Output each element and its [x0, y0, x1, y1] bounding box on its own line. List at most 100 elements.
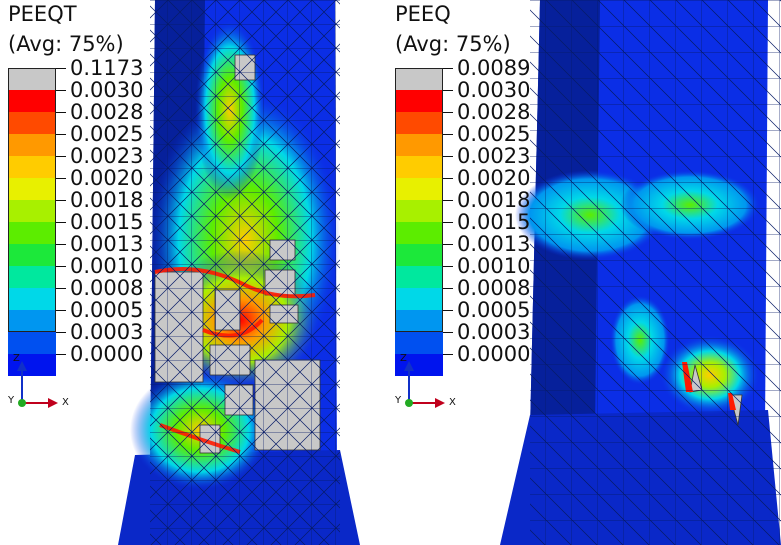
legend-swatch	[8, 90, 56, 112]
legend-tick	[443, 68, 453, 69]
axis-triad-arrows	[17, 361, 58, 408]
legend-swatch	[395, 222, 443, 244]
legend-swatch	[8, 68, 56, 90]
legend-swatch	[395, 200, 443, 222]
legend-tick	[56, 332, 66, 333]
legend-swatch	[395, 332, 443, 354]
legend-swatch	[8, 178, 56, 200]
legend-tick	[443, 134, 453, 135]
legend-tick	[56, 90, 66, 91]
legend-value: 0.0008	[457, 276, 531, 300]
legend-value: 0.0028	[70, 100, 144, 124]
legend-swatch	[8, 156, 56, 178]
axis-y-label: Y	[395, 395, 402, 406]
legend-tick	[443, 178, 453, 179]
legend-value: 0.0003	[70, 320, 144, 344]
legend-tick	[443, 222, 453, 223]
peeqt-mesh-plot	[118, 0, 360, 545]
legend-tick	[56, 200, 66, 201]
legend-value: 0.0010	[70, 254, 144, 278]
legend-tick	[443, 288, 453, 289]
legend-value: 0.0003	[457, 320, 531, 344]
legend-tick	[56, 288, 66, 289]
legend-tick	[56, 354, 66, 355]
axis-triad: Z Y X	[395, 353, 465, 415]
legend-tick	[56, 178, 66, 179]
legend-tick	[443, 112, 453, 113]
legend-swatch	[8, 266, 56, 288]
axis-z-label: Z	[400, 353, 407, 364]
axis-triad-arrows	[404, 361, 445, 408]
peeqt-panel: PEEQT (Avg: 75%) 0.1173 0.0030 0.0028 0.002…	[0, 0, 390, 545]
legend-tick	[443, 266, 453, 267]
legend-swatch	[395, 156, 443, 178]
legend-value: 0.0000	[70, 342, 144, 366]
legend-value: 0.0013	[457, 232, 531, 256]
peeq-mesh-plot	[500, 0, 781, 545]
legend-value: 0.0010	[457, 254, 531, 278]
peeq-panel: PEEQ (Avg: 75%) 0.0089 0.0030 0.0028 0.0025…	[390, 0, 781, 545]
legend-tick	[443, 310, 453, 311]
legend-variable-name: PEEQ	[395, 2, 451, 26]
legend-variable-name: PEEQT	[8, 2, 77, 26]
legend-swatch	[8, 288, 56, 310]
legend-swatch	[395, 288, 443, 310]
axis-z-label: Z	[13, 353, 20, 364]
legend-swatch	[395, 310, 443, 332]
legend-value: 0.0025	[457, 122, 531, 146]
legend-swatch	[395, 244, 443, 266]
legend-value: 0.0005	[457, 298, 531, 322]
axis-x-label: X	[62, 397, 69, 408]
legend-value: 0.0028	[457, 100, 531, 124]
legend-swatch	[8, 244, 56, 266]
legend-value: 0.0030	[457, 78, 531, 102]
legend-swatch	[8, 222, 56, 244]
legend-swatch	[8, 310, 56, 332]
axis-y-label: Y	[8, 395, 15, 406]
legend-value: 0.0000	[457, 342, 531, 366]
legend-swatch	[8, 112, 56, 134]
legend-value: 0.0018	[457, 188, 531, 212]
legend-value: 0.0020	[70, 166, 144, 190]
legend-tick	[56, 244, 66, 245]
legend-tick	[56, 112, 66, 113]
legend-value: 0.0020	[457, 166, 531, 190]
legend-swatch	[395, 266, 443, 288]
legend-tick	[56, 222, 66, 223]
axis-x-label: X	[449, 397, 456, 408]
peeq-legend: PEEQ (Avg: 75%) 0.0089 0.0030 0.0028 0.0025…	[395, 0, 545, 376]
legend-tick	[56, 310, 66, 311]
legend-tick	[56, 266, 66, 267]
legend-value: 0.1173	[70, 56, 144, 80]
legend-averaging: (Avg: 75%)	[8, 32, 124, 56]
legend-value: 0.0015	[70, 210, 144, 234]
legend-value: 0.0015	[457, 210, 531, 234]
axis-triad: Z Y X	[8, 353, 78, 415]
legend-tick	[56, 68, 66, 69]
legend-tick	[443, 332, 453, 333]
legend-tick	[56, 134, 66, 135]
legend-averaging: (Avg: 75%)	[395, 32, 511, 56]
peeqt-legend: PEEQT (Avg: 75%) 0.1173 0.0030 0.0028 0.002…	[8, 0, 158, 376]
legend-tick	[443, 354, 453, 355]
legend-swatch	[8, 134, 56, 156]
legend-tick	[443, 200, 453, 201]
legend-value: 0.0008	[70, 276, 144, 300]
legend-tick	[443, 156, 453, 157]
legend-swatch	[395, 112, 443, 134]
legend-value: 0.0030	[70, 78, 144, 102]
legend-tick	[56, 156, 66, 157]
legend-value: 0.0005	[70, 298, 144, 322]
legend-swatch	[395, 90, 443, 112]
legend-swatch	[395, 134, 443, 156]
legend-value: 0.0023	[457, 144, 531, 168]
legend-value: 0.0089	[457, 56, 531, 80]
legend-tick	[443, 244, 453, 245]
legend-tick	[443, 90, 453, 91]
legend-swatch	[395, 68, 443, 90]
legend-swatch	[8, 332, 56, 354]
legend-value: 0.0023	[70, 144, 144, 168]
legend-value: 0.0018	[70, 188, 144, 212]
legend-swatch	[395, 178, 443, 200]
